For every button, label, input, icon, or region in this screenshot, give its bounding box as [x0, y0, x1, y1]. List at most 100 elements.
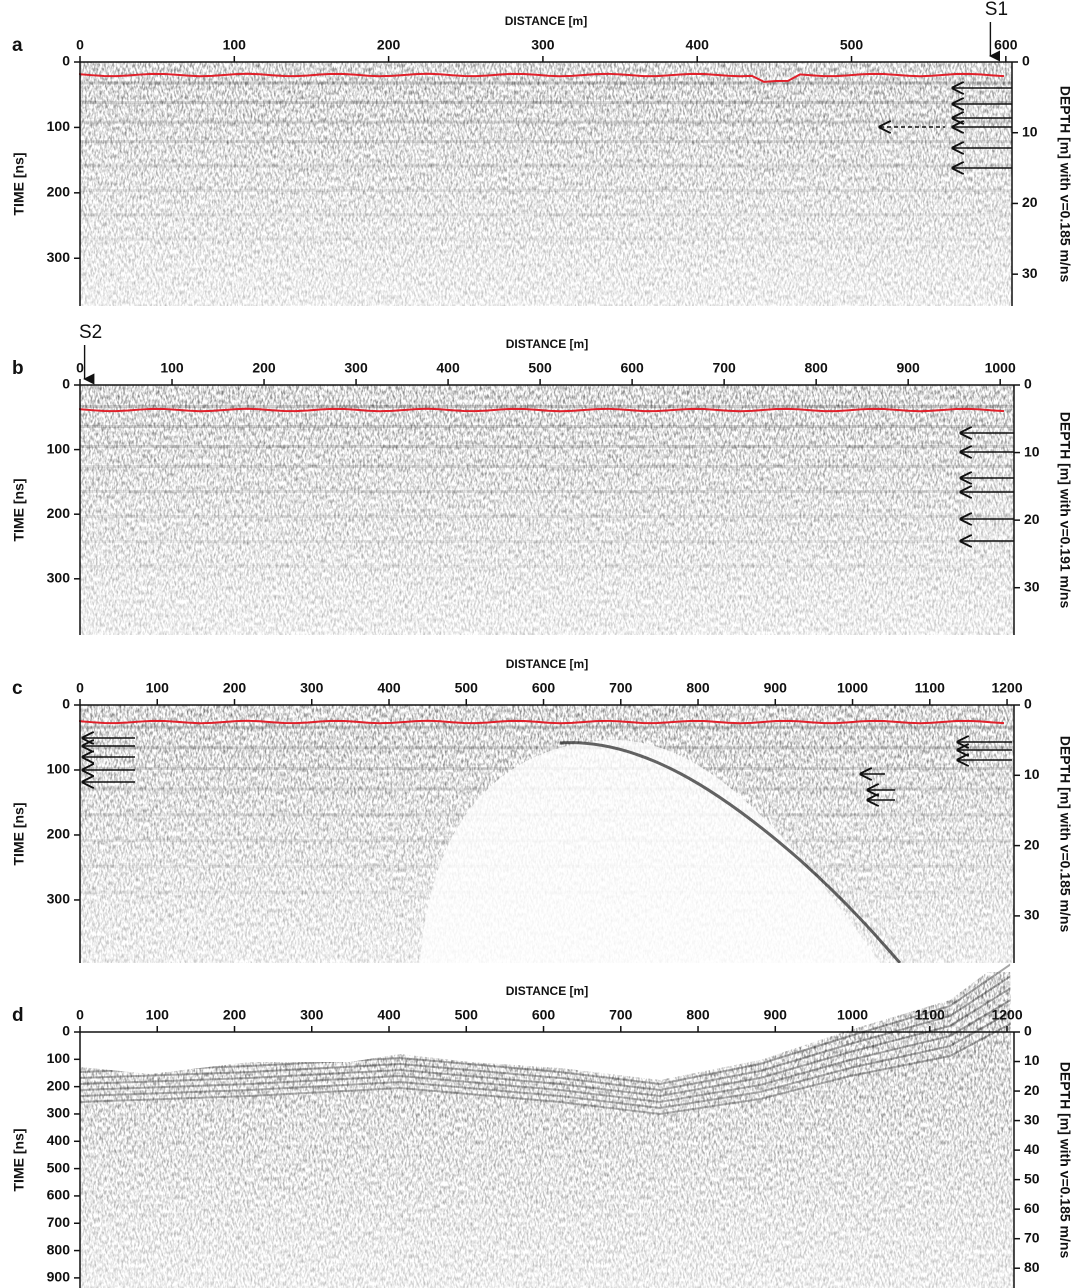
x-tick-label: 300 — [344, 360, 368, 376]
x-tick-label: 1100 — [915, 1007, 946, 1023]
x-tick-label: 900 — [764, 1007, 788, 1023]
y-tick-label: 200 — [47, 826, 71, 842]
y2-tick-label: 40 — [1024, 1141, 1040, 1157]
x-axis-label: DISTANCE [m] — [506, 657, 588, 671]
x-tick-label: 300 — [300, 680, 324, 696]
y-tick-label: 300 — [47, 570, 71, 586]
y-tick-label: 100 — [47, 118, 71, 134]
y2-tick-label: 30 — [1024, 578, 1040, 594]
surface-line — [79, 72, 1005, 83]
x-tick-label: 0 — [76, 680, 84, 696]
panel-label: d — [12, 1005, 24, 1026]
x-tick-label: 400 — [377, 680, 401, 696]
x-tick-label: 1000 — [837, 1007, 868, 1023]
panel: 0 100 200 300 400 500 600 700 800 900 1000 1100 1200… — [11, 657, 1073, 963]
y-axis-label: TIME [ns] — [11, 803, 27, 866]
x-tick-label: 500 — [840, 37, 864, 53]
x-tick-label: 1200 — [991, 680, 1022, 696]
x-tick-label: 800 — [804, 360, 828, 376]
fade — [80, 385, 1014, 635]
y2-axis-label: DEPTH [m] with v=0.185 m/ns — [1057, 736, 1073, 933]
x-tick-label: 100 — [146, 1007, 170, 1023]
dome — [420, 739, 880, 963]
x-tick-label: 100 — [146, 680, 170, 696]
x-tick-label: 600 — [620, 360, 644, 376]
y-tick-label: 600 — [47, 1187, 71, 1203]
y2-axis-label: DEPTH [m] with v=0.191 m/ns — [1057, 412, 1073, 609]
y2-tick-label: 30 — [1024, 907, 1040, 923]
x-tick-label: 400 — [686, 37, 710, 53]
y-axis-label: TIME [ns] — [11, 1129, 27, 1192]
fade — [80, 1032, 1014, 1288]
panel-label: a — [12, 35, 23, 56]
fade — [80, 62, 1012, 306]
y2-tick-label: 0 — [1022, 53, 1030, 69]
y-tick-label: 800 — [47, 1241, 71, 1257]
y-tick-label: 500 — [47, 1159, 71, 1175]
y2-tick-label: 10 — [1024, 766, 1040, 782]
y2-tick-label: 20 — [1024, 511, 1040, 527]
x-axis-label: DISTANCE [m] — [505, 14, 587, 28]
y2-tick-label: 10 — [1022, 123, 1038, 139]
surface-line — [79, 407, 1005, 413]
y2-tick-label: 70 — [1024, 1229, 1040, 1245]
x-axis-label: DISTANCE [m] — [506, 337, 588, 351]
x-tick-label: 1000 — [985, 360, 1016, 376]
x-axis-label: DISTANCE [m] — [506, 984, 588, 998]
y2-tick-label: 20 — [1022, 194, 1038, 210]
x-tick-label: 700 — [609, 1007, 633, 1023]
x-tick-label: 0 — [76, 37, 84, 53]
x-tick-label: 800 — [686, 680, 710, 696]
y2-tick-label: 0 — [1024, 696, 1032, 712]
panel: 0 100 200 300 400 500 600 700 800 900 100001002003… — [11, 322, 1073, 635]
y-tick-label: 0 — [62, 376, 70, 392]
radargram-image — [80, 961, 1014, 1288]
y-tick-label: 300 — [47, 891, 71, 907]
x-tick-label: 0 — [76, 360, 84, 376]
x-tick-label: 100 — [223, 37, 247, 53]
radargram-image — [80, 385, 1014, 635]
y2-tick-label: 20 — [1024, 1082, 1040, 1098]
radargram-image — [80, 705, 1014, 963]
x-tick-label: 100 — [160, 360, 184, 376]
panel: 0 100 200 300 400 500 600 700 800 900 1000 1100 1200… — [11, 961, 1073, 1288]
x-tick-label: 900 — [896, 360, 920, 376]
x-tick-label: 200 — [377, 37, 401, 53]
x-tick-label: 200 — [223, 680, 247, 696]
surface-line — [79, 719, 1005, 725]
x-tick-label: 700 — [712, 360, 736, 376]
y2-tick-label: 60 — [1024, 1200, 1040, 1216]
y-tick-label: 300 — [47, 249, 71, 265]
x-tick-label: 200 — [223, 1007, 247, 1023]
x-tick-label: 300 — [531, 37, 555, 53]
y-tick-label: 200 — [47, 1077, 71, 1093]
y-axis-label: TIME [ns] — [11, 153, 27, 216]
x-tick-label: 600 — [532, 1007, 556, 1023]
y-tick-label: 100 — [47, 440, 71, 456]
y-tick-label: 900 — [47, 1269, 71, 1285]
y-tick-label: 200 — [47, 184, 71, 200]
y2-tick-label: 0 — [1024, 1023, 1032, 1039]
y2-tick-label: 50 — [1024, 1170, 1040, 1186]
x-tick-label: 900 — [764, 680, 788, 696]
y2-tick-label: 30 — [1024, 1111, 1040, 1127]
y-tick-label: 700 — [47, 1214, 71, 1230]
x-tick-label: 500 — [455, 680, 479, 696]
x-tick-label: 200 — [252, 360, 276, 376]
radargram-image — [80, 62, 1012, 306]
y-tick-label: 0 — [62, 696, 70, 712]
hyperbola — [559, 741, 902, 963]
y2-axis-label: DEPTH [m] with v=0.185 m/ns — [1057, 1062, 1073, 1259]
panel: 0 100 200 300 400 500 60001002003000102030DIST… — [11, 0, 1073, 306]
y-tick-label: 0 — [62, 53, 70, 69]
x-tick-label: 500 — [455, 1007, 479, 1023]
y2-tick-label: 20 — [1024, 836, 1040, 852]
y2-tick-label: 80 — [1024, 1259, 1040, 1275]
y-axis-label: TIME [ns] — [11, 479, 27, 542]
x-tick-label: 400 — [436, 360, 460, 376]
y2-axis-label: DEPTH [m] with v=0.185 m/ns — [1057, 86, 1073, 283]
y-tick-label: 200 — [47, 505, 71, 521]
y2-tick-label: 10 — [1024, 1052, 1040, 1068]
panel-label: c — [12, 678, 23, 699]
panel-label: b — [12, 358, 24, 379]
